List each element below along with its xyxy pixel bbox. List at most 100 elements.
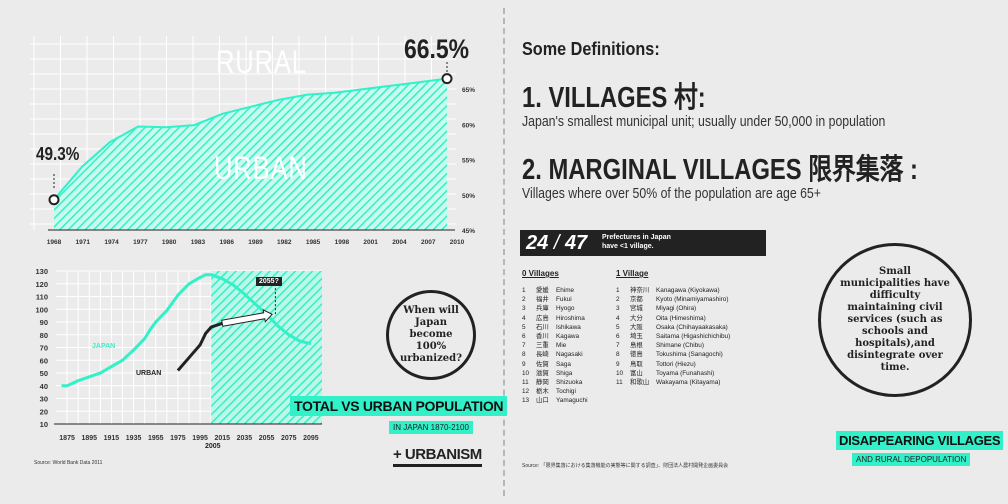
prefecture-kanji: 福井 [536,296,549,304]
prefecture-number: 9 [616,360,620,368]
prefecture-name: Shizuoka [556,379,583,387]
prefecture-kanji: 愛媛 [536,287,549,294]
bottom-x-tick: 2075 [281,435,297,442]
bottom-y-tick: 40 [40,382,48,391]
prefecture-row: 9 佐賀 Saga [522,360,588,369]
prefecture-name: Toyama (Funahashi) [656,369,715,377]
marginal-villages-title: 2. MARGINAL VILLAGES 限界集落 : [522,154,918,186]
prefecture-number: 7 [522,342,526,350]
prefecture-name: Kyoto (Minamiyamashiro) [656,296,729,304]
col1-header: 1 Village [616,269,649,278]
prefecture-number: 5 [522,323,526,331]
prefecture-kanji: 山口 [536,397,549,405]
start-value-marker [48,194,60,206]
prefecture-name: Shimane (Chibu) [656,342,704,350]
prefecture-kanji: 大阪 [630,323,643,331]
prefecture-number: 8 [616,351,620,359]
callout-2055: 2055? [256,277,282,286]
prefecture-row: 9 鳥取 Tottori (Hiezu) [616,360,730,369]
bottom-x-tick: 1875 [59,435,75,442]
urban-line [53,77,448,201]
series-label-urban: URBAN [136,370,162,377]
right-source: Source: 「限界集落における集落機能の実態等に関する調査」、財団法人農村開… [522,463,729,469]
prefecture-row: 11 静岡 Shizuoka [522,378,588,387]
right-subtitle: AND RURAL DEPOPULATION [852,453,971,466]
bottom-x-tick: 2095 [303,435,319,442]
prefecture-kanji: 石川 [536,323,549,331]
top-x-tick: 1983 [191,239,206,246]
prefecture-name: Nagasaki [556,351,583,359]
prefecture-row: 3 兵庫 Hyogo [522,304,588,313]
prefecture-name: Saga [556,360,571,368]
definitions-heading: Some Definitions: [522,39,660,59]
prefecture-row: 7 島根 Shimane (Chibu) [616,341,730,350]
prefecture-kanji: 鳥取 [630,360,643,368]
bottom-y-tick: 60 [40,356,48,365]
prefecture-name: Wakayama (Kitayama) [656,379,721,387]
start-value-label: 49.3% [36,144,80,164]
prefecture-row: 5 石川 Ishikawa [522,323,588,332]
bottom-y-tick: 10 [40,420,48,429]
prefecture-number: 1 [522,287,526,294]
prefecture-name: Hiroshima [556,314,585,322]
bottom-y-tick: 130 [35,267,48,276]
top-x-tick: 1989 [248,239,263,246]
bottom-x-tick: 1915 [104,435,120,442]
projection-arrow [221,309,273,327]
prefecture-caption-2: have <1 village. [602,243,654,250]
prefecture-number: 9 [522,360,526,368]
bottom-x-tick: 1975 [170,435,186,442]
prefecture-banner: 24 / 47 Prefectures in Japan have <1 vil… [520,230,766,256]
prefecture-kanji: 長崎 [536,351,549,359]
prefecture-name: Miyagi (Ohira) [656,305,697,313]
question-text: When will Japan become 100% urbanized? [400,305,462,364]
bottom-chart-subtitle: IN JAPAN 1870-2100 [389,421,473,434]
bottom-x-tick: 1935 [126,435,142,442]
prefecture-number: 2 [616,296,620,304]
prefecture-name: Tottori (Hiezu) [656,360,696,368]
prefecture-number: 10 [616,369,624,377]
prefecture-kanji: 富山 [630,369,643,377]
prefecture-number: 11 [616,379,623,387]
prefecture-kanji: 宮城 [630,305,643,313]
prefecture-name: Kagawa [556,333,580,341]
urban-label: URBAN [214,150,308,186]
bottom-x-tick: 1995 [192,435,208,442]
bottom-source: Source: World Bank Data 2011 [34,460,103,466]
prefecture-name: Osaka (Chihayaakasaka) [656,323,728,331]
prefecture-kanji: 大分 [630,314,643,322]
prefecture-kanji: 神奈川 [630,287,650,294]
prefecture-name: Ishikawa [556,323,581,331]
prefecture-row: 1 神奈川 Kanagawa (Kiyokawa) [616,286,730,295]
bottom-x-tick: 2055 [259,435,275,442]
bottom-y-tick: 110 [36,293,48,302]
prefecture-kanji: 和歌山 [630,379,650,387]
prefecture-row: 12 栃木 Tochigi [522,387,588,396]
vertical-divider [503,8,505,496]
prefecture-number: 6 [616,333,620,341]
prefecture-kanji: 埼玉 [630,333,643,341]
rural-label: RURAL [216,44,307,80]
prefecture-name: Tochigi [556,388,576,396]
right-bubble: Small municipalities have difficulty mai… [818,243,972,397]
prefecture-name: Tokushima (Sanagochi) [656,351,723,359]
urban-population-line [176,321,223,372]
prefecture-row: 10 滋賀 Shiga [522,369,588,378]
prefecture-number: 7 [616,342,620,350]
top-x-tick: 1985 [306,239,321,246]
urbanization-area-chart: 65% 60% 55% 50% 45% 1968 1971 1974 1977 1980 1983… [30,36,475,246]
bottom-y-tick: 50 [40,369,48,378]
prefecture-row: 11 和歌山 Wakayama (Kitayama) [616,378,730,387]
top-x-tick: 2001 [363,239,378,246]
prefecture-row: 5 大阪 Osaka (Chihayaakasaka) [616,323,730,332]
prefecture-row: 8 長崎 Nagasaki [522,350,588,359]
prefecture-number: 13 [522,397,530,405]
prefecture-number: 11 [522,379,529,387]
prefecture-name: Kanagawa (Kiyokawa) [656,287,720,294]
prefecture-number: 3 [522,305,526,313]
bottom-x-tick: 2035 [237,435,253,442]
top-x-tick: 1977 [133,239,148,246]
prefecture-row: 2 京都 Kyoto (Minamiyamashiro) [616,295,730,304]
prefecture-name: Ehime [556,287,575,294]
marginal-villages-definition: Villages where over 50% of the populatio… [522,185,821,202]
